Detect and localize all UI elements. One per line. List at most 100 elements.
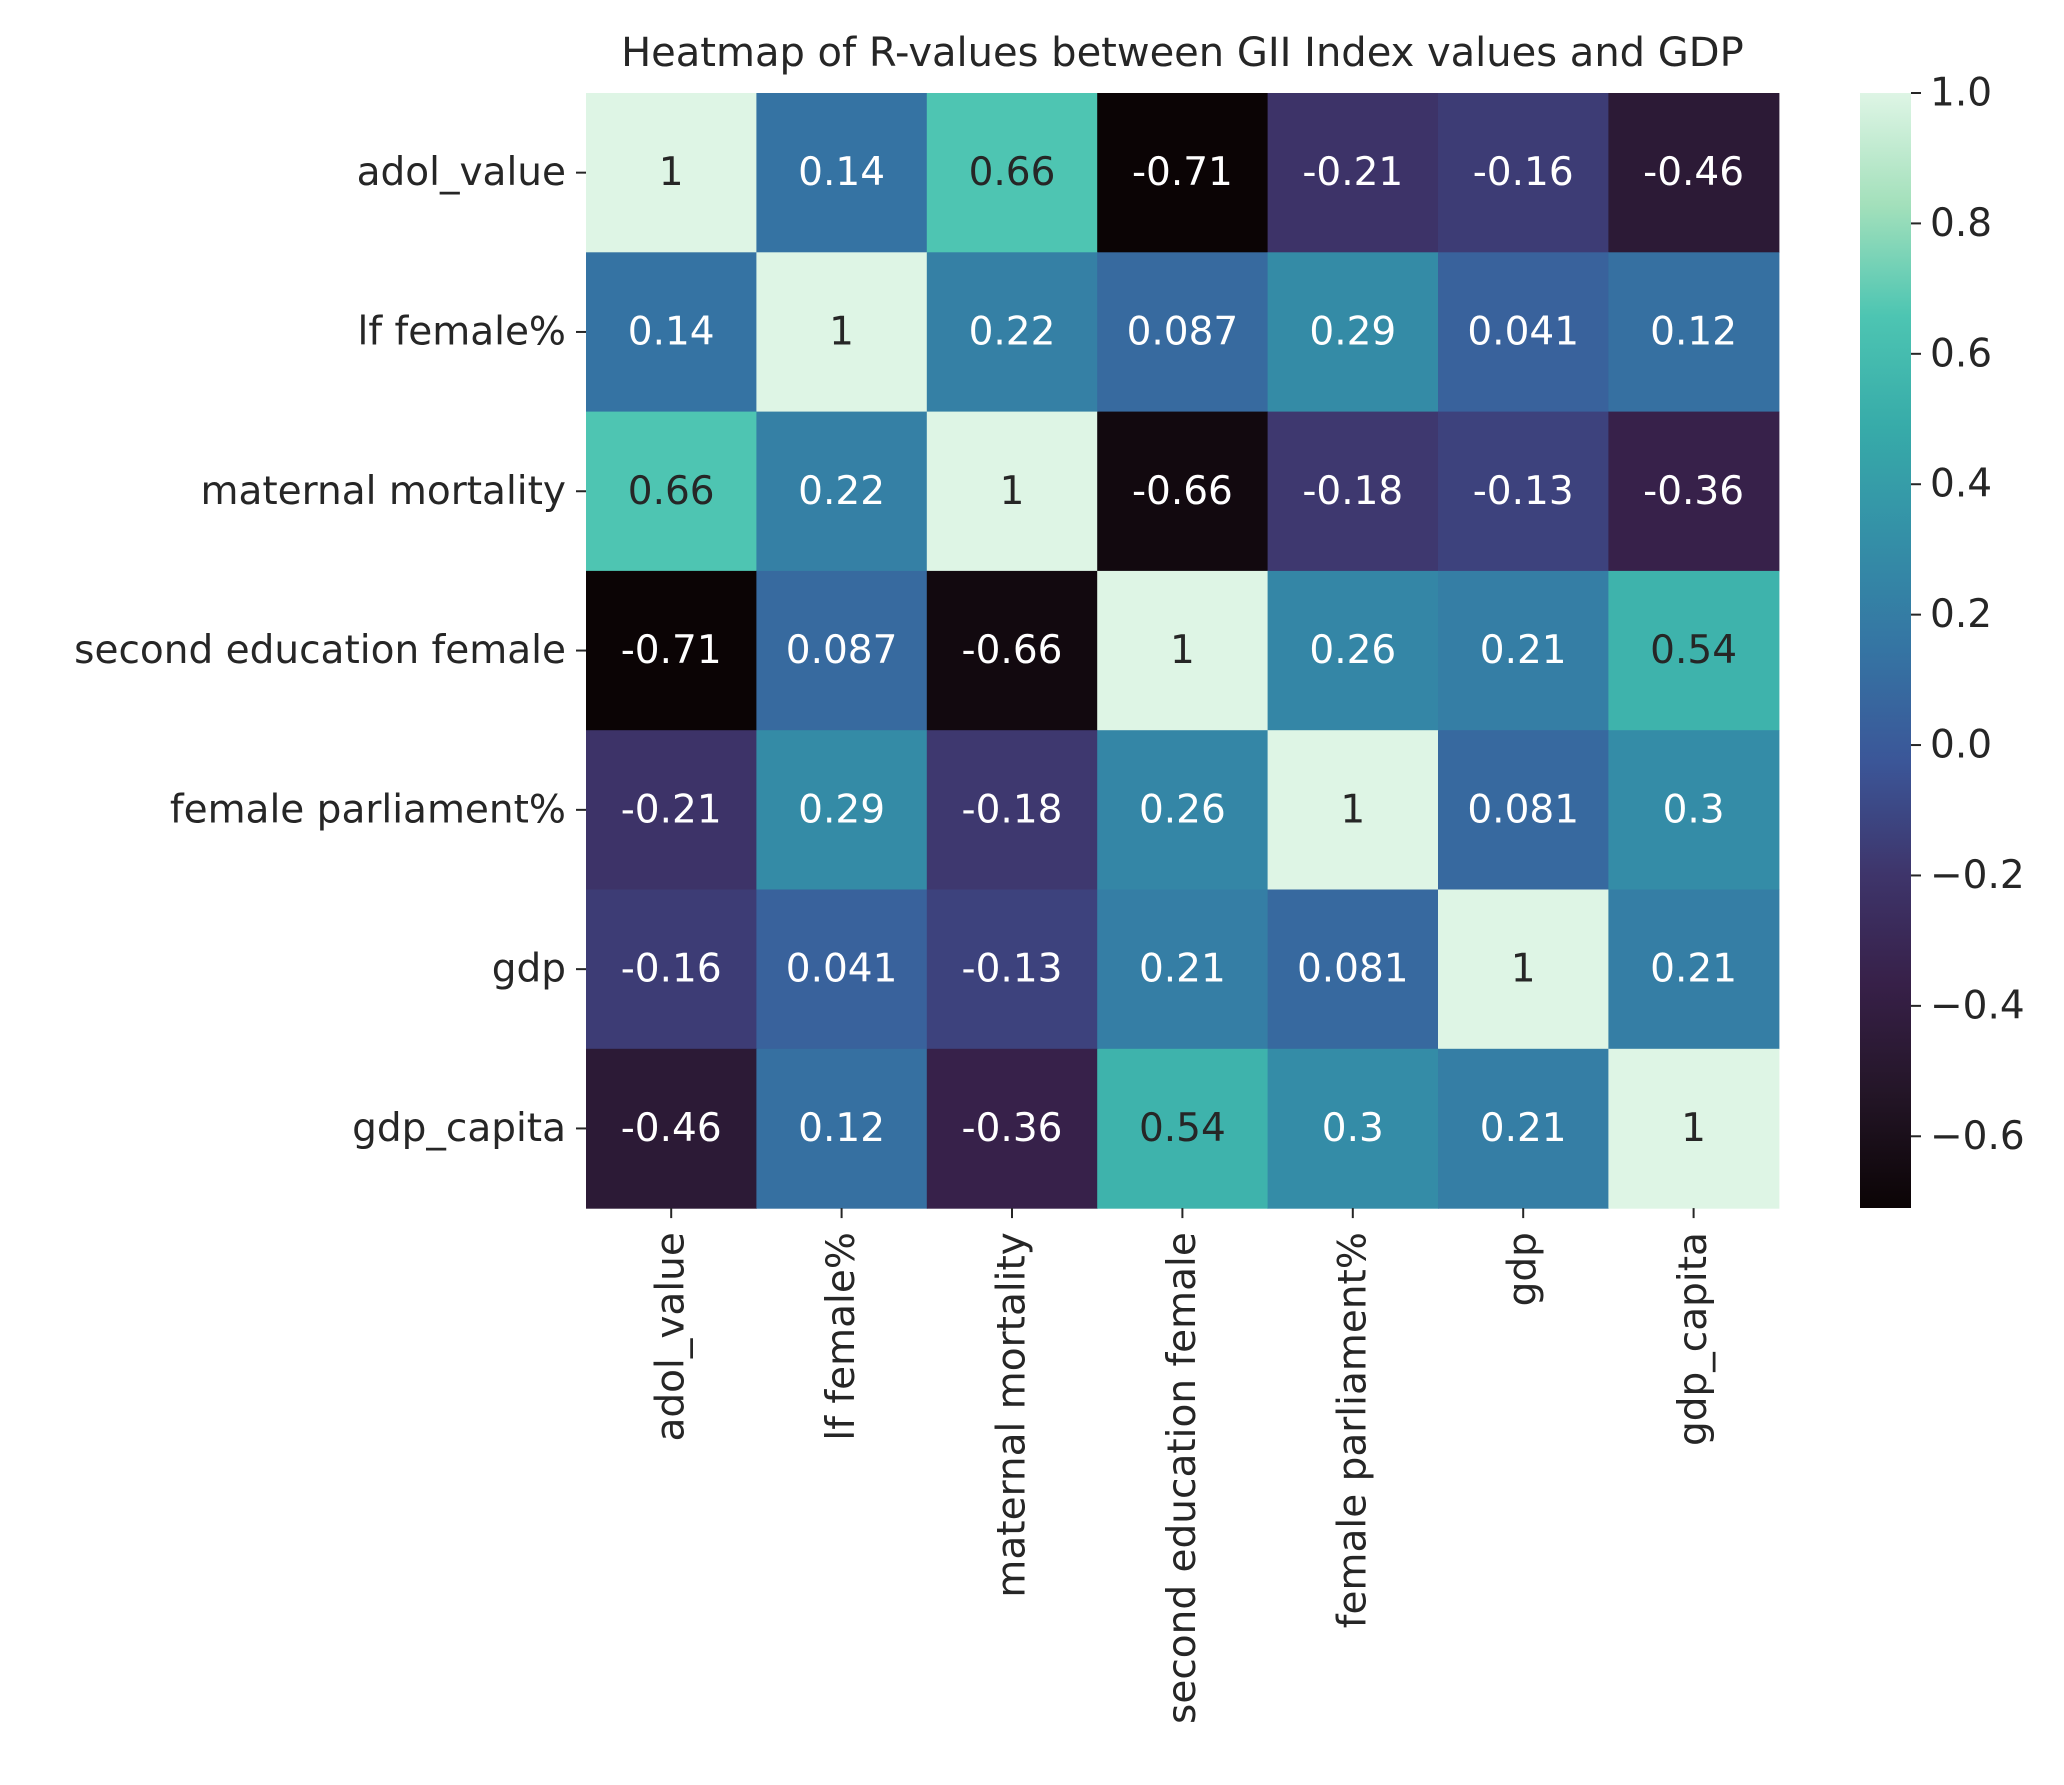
cell-value-label: 0.041: [1467, 309, 1579, 354]
column-label: second education female: [1160, 1232, 1205, 1724]
cell-value-label: -0.16: [1473, 150, 1574, 195]
heatmap-cell-r6-c6: [1608, 1048, 1780, 1209]
cell-value-label: 0.66: [628, 469, 715, 514]
colorbar-gradient: [1860, 93, 1911, 1208]
cell-value-label: 0.26: [1139, 787, 1226, 832]
cell-value-label: -0.46: [1643, 150, 1744, 195]
heatmap-cell-r3-c6: [1608, 570, 1780, 731]
cell-value-label: 0.081: [1297, 947, 1409, 992]
cell-value-label: 0.14: [798, 150, 885, 195]
column-label: adol_value: [649, 1232, 694, 1441]
cell-value-label: -0.66: [962, 628, 1063, 673]
heatmap-cell-r3-c1: [756, 570, 928, 731]
heatmap-cell-r6-c4: [1267, 1048, 1439, 1209]
colorbar-tick-label: 0.4: [1930, 462, 1992, 507]
heatmap-cell-r0-c0: [586, 93, 757, 253]
heatmap-cell-r6-c5: [1438, 1048, 1609, 1209]
heatmap-cell-r6-c1: [756, 1048, 928, 1209]
column-label: maternal mortality: [990, 1232, 1035, 1598]
cell-value-label: -0.46: [621, 1106, 722, 1151]
cell-value-label: 0.66: [969, 150, 1056, 195]
heatmap-cell-r2-c5: [1438, 411, 1609, 572]
colorbar: 1.0 0.8 0.6 0.4 0.2 0.0 −0.2 −0.4 −0.6: [1860, 71, 2025, 1208]
row-label: gdp_capita: [352, 1106, 566, 1151]
cell-value-label: 0.3: [1663, 787, 1725, 832]
cell-value-label: 0.29: [798, 787, 885, 832]
heatmap-cell-r3-c2: [926, 570, 1098, 731]
cell-value-label: -0.36: [962, 1106, 1063, 1151]
cell-value-label: -0.18: [1302, 469, 1403, 514]
heatmap-cell-r2-c3: [1097, 411, 1269, 572]
cell-value-label: -0.21: [1302, 150, 1403, 195]
heatmap-cells: 1 0.14 0.66 -0.71 -0.21 -0.16 -0.46 0.14 1 0.22 0.…: [586, 93, 1780, 1209]
cell-value-label: 0.3: [1322, 1106, 1384, 1151]
cell-value-label: -0.16: [621, 947, 722, 992]
cell-value-label: 0.22: [798, 469, 885, 514]
heatmap-cell-r5-c0: [586, 889, 757, 1050]
heatmap-cell-r3-c4: [1267, 570, 1439, 731]
heatmap-cell-r2-c2: [926, 411, 1098, 572]
colorbar-tick-label: −0.2: [1930, 853, 2025, 898]
heatmap-cell-r0-c3: [1097, 93, 1269, 253]
heatmap-cell-r4-c2: [926, 730, 1098, 891]
cell-value-label: 1: [1340, 787, 1365, 832]
colorbar-tick-label: −0.6: [1930, 1114, 2025, 1159]
heatmap-cell-r2-c6: [1608, 411, 1780, 572]
heatmap-cell-r4-c0: [586, 730, 757, 891]
cell-value-label: 0.21: [1139, 947, 1226, 992]
cell-value-label: 0.14: [628, 309, 715, 354]
row-label: lf female%: [358, 309, 566, 354]
heatmap-cell-r4-c3: [1097, 730, 1269, 891]
heatmap-cell-r0-c6: [1608, 93, 1780, 253]
heatmap-cell-r1-c6: [1608, 252, 1780, 413]
heatmap-cell-r3-c5: [1438, 570, 1609, 731]
cell-value-label: -0.71: [621, 628, 722, 673]
cell-value-label: 0.087: [1127, 309, 1239, 354]
heatmap-cell-r5-c2: [926, 889, 1098, 1050]
column-label: gdp_capita: [1671, 1232, 1716, 1446]
cell-value-label: 0.041: [786, 947, 898, 992]
cell-value-label: 1: [1170, 628, 1195, 673]
cell-value-label: 0.12: [798, 1106, 885, 1151]
chart-title: Heatmap of R-values between GII Index va…: [621, 30, 1744, 76]
cell-value-label: 0.12: [1650, 309, 1737, 354]
cell-value-label: 0.21: [1480, 1106, 1567, 1151]
cell-value-label: 1: [659, 150, 684, 195]
heatmap-cell-r2-c4: [1267, 411, 1439, 572]
column-label: lf female%: [819, 1232, 864, 1440]
cell-value-label: 0.081: [1467, 787, 1579, 832]
row-label: adol_value: [357, 150, 566, 195]
cell-value-label: -0.36: [1643, 469, 1744, 514]
heatmap-cell-r0-c4: [1267, 93, 1439, 253]
heatmap-cell-r4-c5: [1438, 730, 1609, 891]
colorbar-tick-label: 1.0: [1930, 71, 1992, 116]
cell-value-label: 0.54: [1650, 628, 1737, 673]
row-label: gdp: [492, 947, 566, 992]
heatmap-cell-r1-c5: [1438, 252, 1609, 413]
cell-value-label: -0.21: [621, 787, 722, 832]
cell-value-label: -0.66: [1132, 469, 1233, 514]
cell-value-label: -0.71: [1132, 150, 1233, 195]
heatmap-cell-r4-c6: [1608, 730, 1780, 891]
colorbar-tick-label: −0.4: [1930, 983, 2025, 1028]
colorbar-tick-label: 0.2: [1930, 592, 1992, 637]
cell-value-label: 0.087: [786, 628, 898, 673]
cell-value-label: -0.13: [1473, 469, 1574, 514]
cell-value-label: 0.21: [1650, 947, 1737, 992]
heatmap-cell-r0-c5: [1438, 93, 1609, 253]
colorbar-tick-label: 0.8: [1930, 201, 1992, 246]
cell-value-label: 1: [1000, 469, 1025, 514]
heatmap-cell-r3-c3: [1097, 570, 1269, 731]
cell-value-label: 0.21: [1480, 628, 1567, 673]
cell-value-label: 0.29: [1309, 309, 1396, 354]
column-label: female parliament%: [1330, 1232, 1375, 1628]
column-label: gdp: [1501, 1232, 1546, 1306]
heatmap-cell-r2-c0: [586, 411, 757, 572]
cell-value-label: 0.54: [1139, 1106, 1226, 1151]
heatmap-cell-r4-c1: [756, 730, 928, 891]
heatmap-cell-r6-c3: [1097, 1048, 1269, 1209]
heatmap-cell-r1-c0: [586, 252, 757, 413]
heatmap-cell-r0-c1: [756, 93, 928, 253]
